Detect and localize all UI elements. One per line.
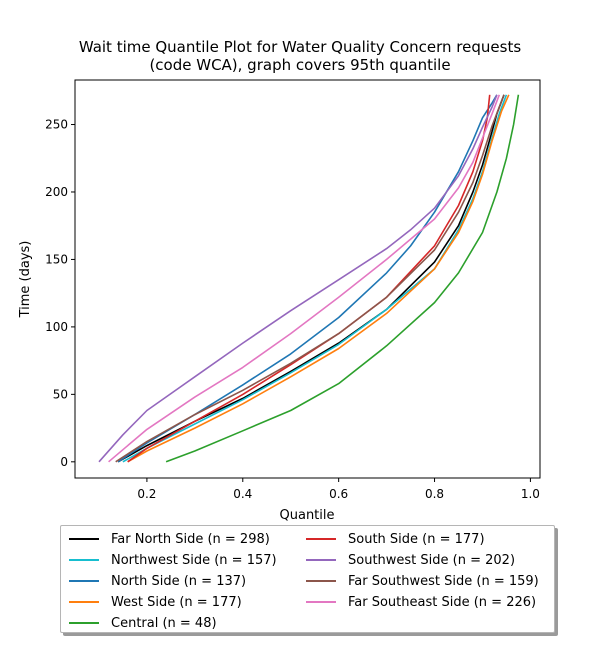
- x-tick-label: 0.4: [233, 487, 252, 501]
- chart-title: Wait time Quantile Plot for Water Qualit…: [78, 38, 522, 56]
- y-axis-label: Time (days): [18, 241, 33, 319]
- series-line-3: [127, 94, 510, 463]
- series-line-0: [117, 94, 505, 463]
- legend-item: North Side (n = 137): [69, 571, 246, 591]
- legend-label: Far North Side (n = 298): [111, 531, 270, 547]
- chart-subtitle: (code WCA), graph covers 95th quantile: [149, 56, 451, 74]
- x-tick-label: 0.6: [329, 487, 348, 501]
- legend: Far North Side (n = 298) Northwest Side (…: [60, 525, 555, 633]
- y-axis-ticks: 0 50 100 150 200 250: [45, 118, 75, 469]
- legend-item: Central (n = 48): [69, 613, 217, 633]
- legend-swatch: [69, 622, 99, 624]
- series-line-2: [117, 94, 498, 463]
- x-axis-ticks: 0.2 0.4 0.6 0.8 1.0: [137, 478, 540, 501]
- y-tick-label: 200: [45, 185, 68, 199]
- legend-label: Far Southeast Side (n = 226): [348, 594, 537, 610]
- legend-swatch: [306, 538, 336, 540]
- y-tick-label: 100: [45, 320, 68, 334]
- series-line-8: [108, 94, 501, 463]
- x-axis-label: Quantile: [280, 508, 335, 523]
- legend-label: West Side (n = 177): [111, 594, 242, 610]
- y-tick-label: 150: [45, 252, 68, 266]
- x-tick-label: 1.0: [521, 487, 540, 501]
- series-layer: [98, 94, 520, 463]
- series-line-5: [127, 94, 491, 463]
- legend-label: Central (n = 48): [111, 615, 217, 631]
- series-line-6: [98, 94, 498, 463]
- legend-item: Far North Side (n = 298): [69, 529, 270, 549]
- legend-swatch: [306, 601, 336, 603]
- plot-frame: [74, 79, 541, 479]
- legend-label: Southwest Side (n = 202): [348, 552, 516, 568]
- legend-label: Northwest Side (n = 157): [111, 552, 277, 568]
- legend-swatch: [69, 580, 99, 582]
- legend-swatch: [69, 538, 99, 540]
- legend-item: Far Southeast Side (n = 226): [306, 592, 536, 612]
- legend-item: West Side (n = 177): [69, 592, 242, 612]
- x-tick-label: 0.2: [137, 487, 156, 501]
- legend-swatch: [306, 580, 336, 582]
- legend-label: South Side (n = 177): [348, 531, 485, 547]
- legend-swatch: [306, 559, 336, 561]
- legend-label: Far Southwest Side (n = 159): [348, 573, 539, 589]
- y-tick-label: 250: [45, 118, 68, 132]
- y-tick-label: 50: [53, 387, 68, 401]
- legend-label: North Side (n = 137): [111, 573, 247, 589]
- series-line-4: [165, 94, 520, 463]
- legend-item: South Side (n = 177): [306, 529, 485, 549]
- legend-swatch: [69, 601, 99, 603]
- legend-item: Far Southwest Side (n = 159): [306, 571, 539, 591]
- x-tick-label: 0.8: [425, 487, 444, 501]
- legend-item: Northwest Side (n = 157): [69, 550, 277, 570]
- legend-swatch: [69, 559, 99, 561]
- legend-item: Southwest Side (n = 202): [306, 550, 515, 570]
- y-tick-label: 0: [60, 455, 68, 469]
- series-line-7: [115, 94, 505, 463]
